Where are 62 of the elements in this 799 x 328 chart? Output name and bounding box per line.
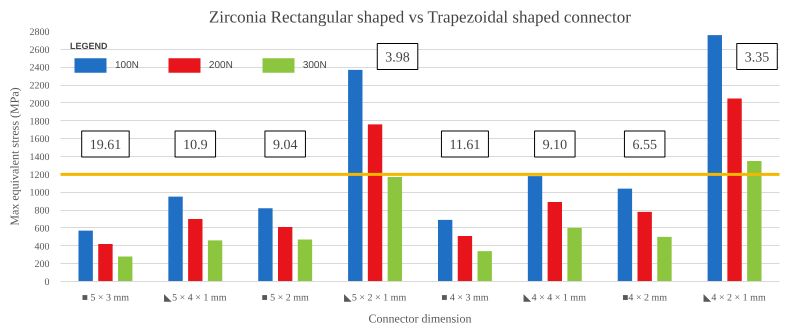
y-tick-label: 1000: [30, 188, 50, 199]
bar: [478, 251, 492, 282]
bar: [388, 177, 402, 282]
x-tick-label: ◣4 × 4 × 1 mm: [524, 292, 586, 304]
y-axis-title: Max equivalent stress (MPa): [8, 87, 22, 226]
bar: [747, 160, 762, 282]
y-tick-label: 2400: [30, 62, 50, 74]
bar: [258, 208, 273, 282]
x-tick-label: ◣5 × 2 × 1 mm: [344, 292, 406, 304]
annotation: 9.04: [272, 138, 298, 153]
annotation: 19.61: [90, 138, 122, 153]
y-tick-label: 2800: [30, 27, 50, 38]
bar: [528, 176, 542, 282]
bar: [298, 240, 312, 282]
annotation: 6.55: [632, 138, 657, 153]
y-tick-label: 1400: [30, 152, 50, 163]
legend-title: LEGEND: [70, 41, 109, 51]
bar: [708, 35, 722, 282]
x-tick-label: ■ 5 × 2 mm: [262, 292, 310, 304]
bar: [567, 228, 582, 282]
bar: [348, 70, 362, 282]
x-tick-label: ◣5 × 4 × 1 mm: [164, 292, 227, 304]
x-axis-title: Connector dimension: [368, 312, 472, 326]
annotation: 3.98: [385, 50, 410, 66]
y-tick-label: 400: [34, 241, 50, 252]
legend-label: 200N: [208, 60, 233, 70]
y-tick-label: 2000: [30, 98, 50, 110]
y-tick-label: 2600: [30, 44, 50, 56]
y-tick-label: 0: [44, 277, 50, 288]
x-tick-label: ■4 × 2 mm: [622, 292, 668, 304]
y-tick-label: 1800: [30, 116, 50, 128]
bar: [118, 256, 132, 282]
bar: [618, 188, 632, 282]
bar: [188, 219, 203, 282]
bar: [657, 236, 672, 282]
annotation: 10.9: [183, 138, 208, 153]
legend-label: 300N: [302, 60, 327, 70]
bar: [438, 220, 452, 282]
bar: [458, 236, 472, 282]
bar: [168, 196, 183, 282]
x-tick-label: ■ 5 × 3 mm: [82, 292, 130, 304]
bar: [368, 124, 382, 282]
bar: [208, 240, 222, 282]
legend-label: 100N: [115, 60, 139, 70]
x-tick-label: ◣4 × 2 × 1 mm: [703, 292, 766, 304]
y-tick-label: 1600: [30, 134, 50, 146]
y-tick-label: 1200: [30, 170, 50, 181]
bar: [98, 244, 113, 282]
bar: [278, 227, 292, 282]
bar: [637, 212, 652, 282]
y-tick-label: 800: [34, 206, 50, 217]
annotation: 3.35: [744, 50, 770, 66]
bar: [548, 202, 562, 282]
x-tick-label: ■ 4 × 3 mm: [441, 292, 489, 304]
bar: [78, 230, 93, 282]
chart-title: Zirconia Rectangular shaped vs Trapezoidal shaped connector: [208, 8, 632, 26]
annotation: 11.61: [449, 138, 480, 153]
y-tick-label: 600: [34, 223, 50, 234]
y-tick-label: 2200: [30, 80, 50, 92]
y-tick-label: 200: [34, 259, 50, 270]
annotation: 9.10: [542, 138, 568, 153]
bar: [727, 98, 742, 282]
